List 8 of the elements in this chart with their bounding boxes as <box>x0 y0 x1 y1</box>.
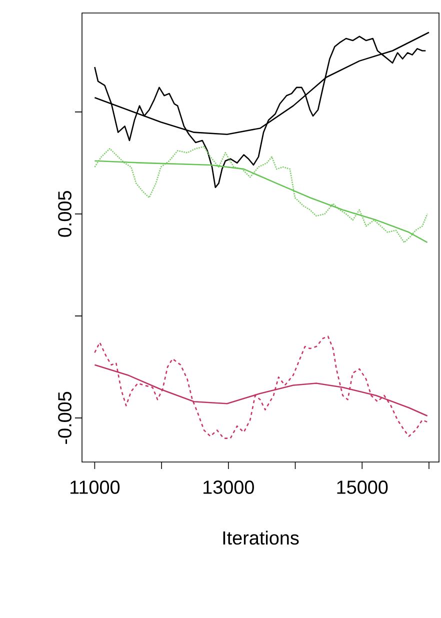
line-series <box>94 36 426 188</box>
x-tick-label: 15000 <box>337 480 388 494</box>
y-tick-label: 0.005 <box>58 191 72 237</box>
x-tick-label: 13000 <box>204 480 254 494</box>
x-axis-title: Iterations <box>223 530 299 545</box>
line-series <box>94 336 428 439</box>
x-tick-label: 11000 <box>70 480 120 494</box>
y-tick-label: -0.005 <box>58 392 72 444</box>
